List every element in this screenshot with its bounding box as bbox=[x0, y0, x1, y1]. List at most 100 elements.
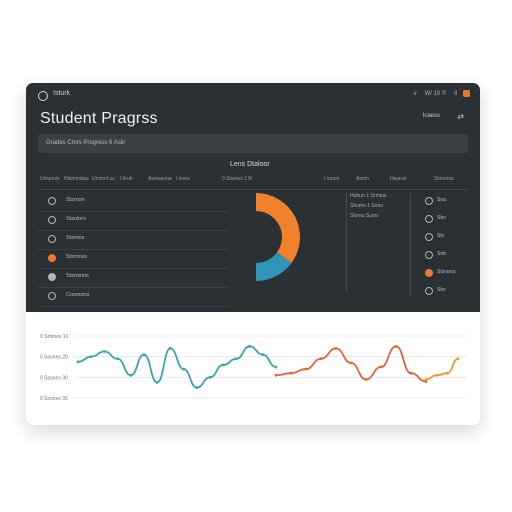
legend-label: Sloreu Sums bbox=[350, 213, 379, 219]
top-control-3[interactable]: ·ll bbox=[452, 90, 457, 97]
data-point bbox=[456, 357, 460, 361]
right-list-item[interactable]: Sna bbox=[411, 193, 467, 211]
data-point bbox=[274, 365, 278, 369]
chart-series bbox=[76, 344, 460, 390]
legend-labels: Huhun-1 Srmtus Shums-1 Sonu Sloreu Sums bbox=[350, 193, 410, 223]
top-bar: Isturk ·v· W/ 10 © ·ll bbox=[26, 83, 480, 109]
data-point bbox=[195, 386, 199, 390]
panel-subtitle: Lens Dtaloor bbox=[230, 161, 270, 168]
right-item-label: Sbn bbox=[437, 215, 446, 221]
right-list-item[interactable]: Snb bbox=[411, 247, 467, 265]
list-item-label: Stsmnss bbox=[66, 254, 88, 260]
list-item-label: Stsmmns bbox=[66, 273, 89, 279]
data-point bbox=[76, 360, 80, 364]
circle-outline-icon bbox=[425, 197, 433, 205]
right-item-label: Sln bbox=[437, 233, 445, 239]
column-header[interactable]: l rnoon bbox=[324, 176, 340, 182]
circle-outline-icon bbox=[425, 215, 433, 223]
filter-bar[interactable]: Grades Cmrs Progress 6 Asiir bbox=[38, 134, 468, 153]
data-point bbox=[435, 373, 439, 377]
orange-circle-icon bbox=[425, 269, 433, 277]
data-point bbox=[155, 381, 159, 384]
data-point bbox=[274, 373, 278, 377]
data-point bbox=[221, 363, 225, 367]
column-header[interactable]: Slorenns bbox=[434, 176, 454, 182]
filled-circle-icon bbox=[48, 273, 56, 281]
page-title: Student Pragrss bbox=[40, 110, 158, 127]
data-point bbox=[248, 344, 252, 348]
column-header[interactable]: Asmn bbox=[356, 176, 369, 182]
right-item-label: Sko bbox=[437, 287, 446, 293]
data-point bbox=[116, 357, 119, 361]
column-header[interactable]: l 0ruh bbox=[120, 176, 133, 182]
data-point bbox=[409, 371, 413, 375]
progress-line-chart: 0 Srttmes 10 0 Sosnes 20 0 Sosnes 30 0 Scnn… bbox=[40, 334, 466, 402]
data-point bbox=[364, 378, 368, 381]
data-point bbox=[349, 361, 353, 365]
data-point bbox=[182, 367, 186, 371]
list-item-label: Cosmons bbox=[66, 292, 90, 298]
column-header[interactable]: Hirimnstius bbox=[64, 176, 89, 182]
y-axis-label: 0 Srttmes 10 bbox=[40, 334, 69, 340]
list-item[interactable]: Cosmons bbox=[38, 288, 228, 307]
app-logo-icon[interactable] bbox=[38, 91, 48, 101]
list-item[interactable]: Stsmns bbox=[38, 231, 228, 250]
data-point bbox=[235, 357, 238, 361]
top-control-1[interactable]: ·v· bbox=[411, 90, 419, 97]
y-axis-label: 0 Sosnes 20 bbox=[40, 355, 68, 361]
divider bbox=[346, 193, 347, 293]
circle-outline-icon bbox=[48, 197, 56, 205]
column-header[interactable]: l ooeu bbox=[176, 176, 190, 182]
chart-y-labels: 0 Srttmes 10 0 Sosnes 20 0 Sosnes 30 0 Scnn… bbox=[40, 334, 69, 402]
data-point bbox=[445, 371, 449, 375]
list-item[interactable]: Stsmnss bbox=[38, 250, 228, 269]
right-list-item[interactable]: Sloraros bbox=[411, 265, 467, 283]
data-point bbox=[424, 380, 428, 383]
list-item[interactable]: Stsninrs bbox=[38, 212, 228, 231]
dashboard-panel: Isturk ·v· W/ 10 © ·ll Student Pragrss l… bbox=[26, 83, 480, 312]
circle-outline-icon bbox=[425, 233, 433, 241]
data-point bbox=[89, 355, 93, 359]
data-point bbox=[103, 350, 106, 353]
column-header[interactable]: Asmasnna bbox=[148, 176, 172, 182]
right-panel: Sna Sbn Sln Snb Sloraros Sko bbox=[410, 193, 467, 297]
app-name: Isturk bbox=[53, 90, 71, 97]
notification-icon[interactable] bbox=[463, 90, 470, 97]
data-point bbox=[129, 373, 133, 377]
column-header[interactable]: Unlunnis bbox=[40, 176, 60, 182]
header-action-button[interactable]: lcaess bbox=[422, 113, 440, 119]
donut-segment-teal bbox=[256, 252, 292, 281]
legend-label: Shums-1 Sonu bbox=[350, 203, 384, 209]
circle-outline-icon bbox=[48, 292, 56, 300]
legend-label: Huhun-1 Srmtus bbox=[350, 193, 387, 199]
right-item-label: Sna bbox=[437, 197, 446, 203]
data-point bbox=[289, 371, 293, 375]
series-line bbox=[77, 345, 277, 389]
right-list-item[interactable]: Sko bbox=[411, 283, 467, 301]
column-header[interactable]: 0 Slomes 1 lh bbox=[222, 176, 253, 182]
data-point bbox=[379, 365, 383, 369]
list-item[interactable]: Stsmon bbox=[38, 193, 228, 212]
top-bar-controls: ·v· W/ 10 © ·ll bbox=[412, 90, 470, 97]
data-point bbox=[142, 353, 146, 356]
column-header[interactable]: Ummnl uu bbox=[92, 176, 115, 182]
list-item-label: Stsmon bbox=[66, 197, 85, 203]
sliders-icon[interactable]: ⇄ bbox=[457, 112, 464, 121]
column-header[interactable]: Heurun bbox=[390, 176, 407, 182]
list-item[interactable]: Stsmmns bbox=[38, 269, 228, 288]
right-item-label: Sloraros bbox=[437, 269, 456, 275]
column-headers: Unlunnis Hirimnstius Ummnl uu l 0ruh Asm… bbox=[40, 176, 470, 186]
data-point bbox=[261, 353, 265, 356]
top-control-2[interactable]: W/ 10 © bbox=[424, 90, 447, 97]
right-list-item[interactable]: Sbn bbox=[411, 211, 467, 229]
y-axis-label: 0 Scnnes 35 bbox=[40, 396, 68, 402]
right-list-item[interactable]: Sln bbox=[411, 229, 467, 247]
series-line bbox=[425, 357, 459, 381]
data-point bbox=[319, 357, 323, 361]
data-point bbox=[424, 378, 428, 381]
data-point bbox=[304, 367, 308, 371]
data-point bbox=[394, 344, 398, 348]
progress-donut bbox=[256, 193, 300, 281]
list-item-label: Stsmns bbox=[66, 235, 85, 241]
chart-grid bbox=[74, 335, 466, 399]
